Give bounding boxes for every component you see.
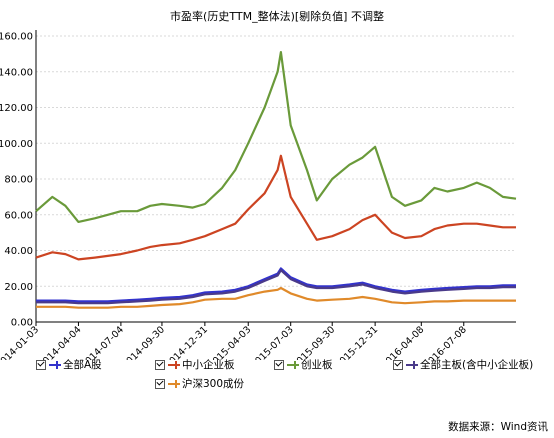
y-tick-label: 40.00: [4, 246, 33, 257]
y-axis: 0.00 20.00 40.00 60.00 80.00 100.00 120.00 140.…: [0, 32, 33, 329]
legend-checkbox[interactable]: [155, 359, 165, 370]
x-tick-label: 2014-12-31: [163, 324, 210, 360]
legend-item-chinext[interactable]: 创业板: [274, 357, 333, 372]
legend-checkbox[interactable]: [155, 378, 165, 389]
x-tick-label: 2016-07-08: [422, 324, 469, 360]
y-tick-label: 20.00: [4, 282, 33, 293]
series-line: [35, 50, 517, 223]
legend-label: 沪深300成份: [182, 378, 245, 390]
series-line: [35, 154, 516, 261]
x-tick-label: 2014-01-03: [0, 324, 41, 360]
x-tick-label: 2015-09-30: [291, 324, 338, 360]
legend-swatch: [287, 359, 299, 371]
series-line: [36, 269, 516, 305]
legend-swatch: [168, 359, 180, 371]
line-chart: 0.00 20.00 40.00 60.00 80.00 100.00 120.00 140.…: [0, 30, 517, 360]
legend-checkbox[interactable]: [393, 359, 403, 370]
legend-item-all-a[interactable]: 全部A股: [36, 357, 102, 372]
x-tick-label: 2015-07-03: [249, 324, 296, 360]
legend-label: 全部A股: [63, 359, 102, 371]
y-tick-label: 140.00: [0, 67, 33, 78]
legend-item-main-board[interactable]: 全部主板(含中小企业板): [393, 357, 533, 372]
series-line: [36, 267, 516, 303]
legend-swatch: [168, 378, 180, 390]
legend-label: 中小企业板: [182, 359, 235, 371]
chart-title: 市盈率(历史TTM_整体法)[剔除负值] 不调整: [170, 10, 384, 23]
legend-label: 创业板: [301, 359, 333, 371]
x-tick-label: 2014-07-04: [79, 324, 126, 360]
legend-label: 全部主板(含中小企业板): [420, 359, 534, 371]
legend-item-sme[interactable]: 中小企业板: [155, 357, 235, 372]
legend-checkbox[interactable]: [36, 359, 46, 370]
x-tick-label: 2015-04-03: [207, 324, 254, 360]
legend-swatch: [49, 359, 61, 371]
y-tick-label: 0.00: [11, 318, 33, 329]
data-source-note: 数据来源：Wind资讯: [448, 421, 548, 433]
x-tick-label: 2014-04-04: [37, 324, 84, 360]
series-line: [36, 286, 516, 309]
legend-item-csi300[interactable]: 沪深300成份: [155, 376, 244, 391]
y-tick-label: 120.00: [0, 103, 33, 114]
grid-lines: [35, 30, 516, 323]
legend-checkbox[interactable]: [274, 359, 284, 370]
y-tick-label: 80.00: [4, 175, 33, 186]
x-tick-label: 2014-09-30: [120, 324, 167, 360]
legend-swatch: [406, 359, 418, 371]
y-tick-label: 100.00: [0, 139, 33, 150]
y-tick-label: 160.00: [0, 32, 33, 43]
series-lines: [35, 50, 517, 309]
x-tick-label: 2016-04-08: [380, 324, 427, 360]
x-axis: 2014-01-032014-04-042014-07-042014-09-30…: [0, 322, 469, 360]
x-tick-label: 2015-12-31: [333, 324, 380, 360]
y-tick-label: 60.00: [4, 210, 33, 221]
